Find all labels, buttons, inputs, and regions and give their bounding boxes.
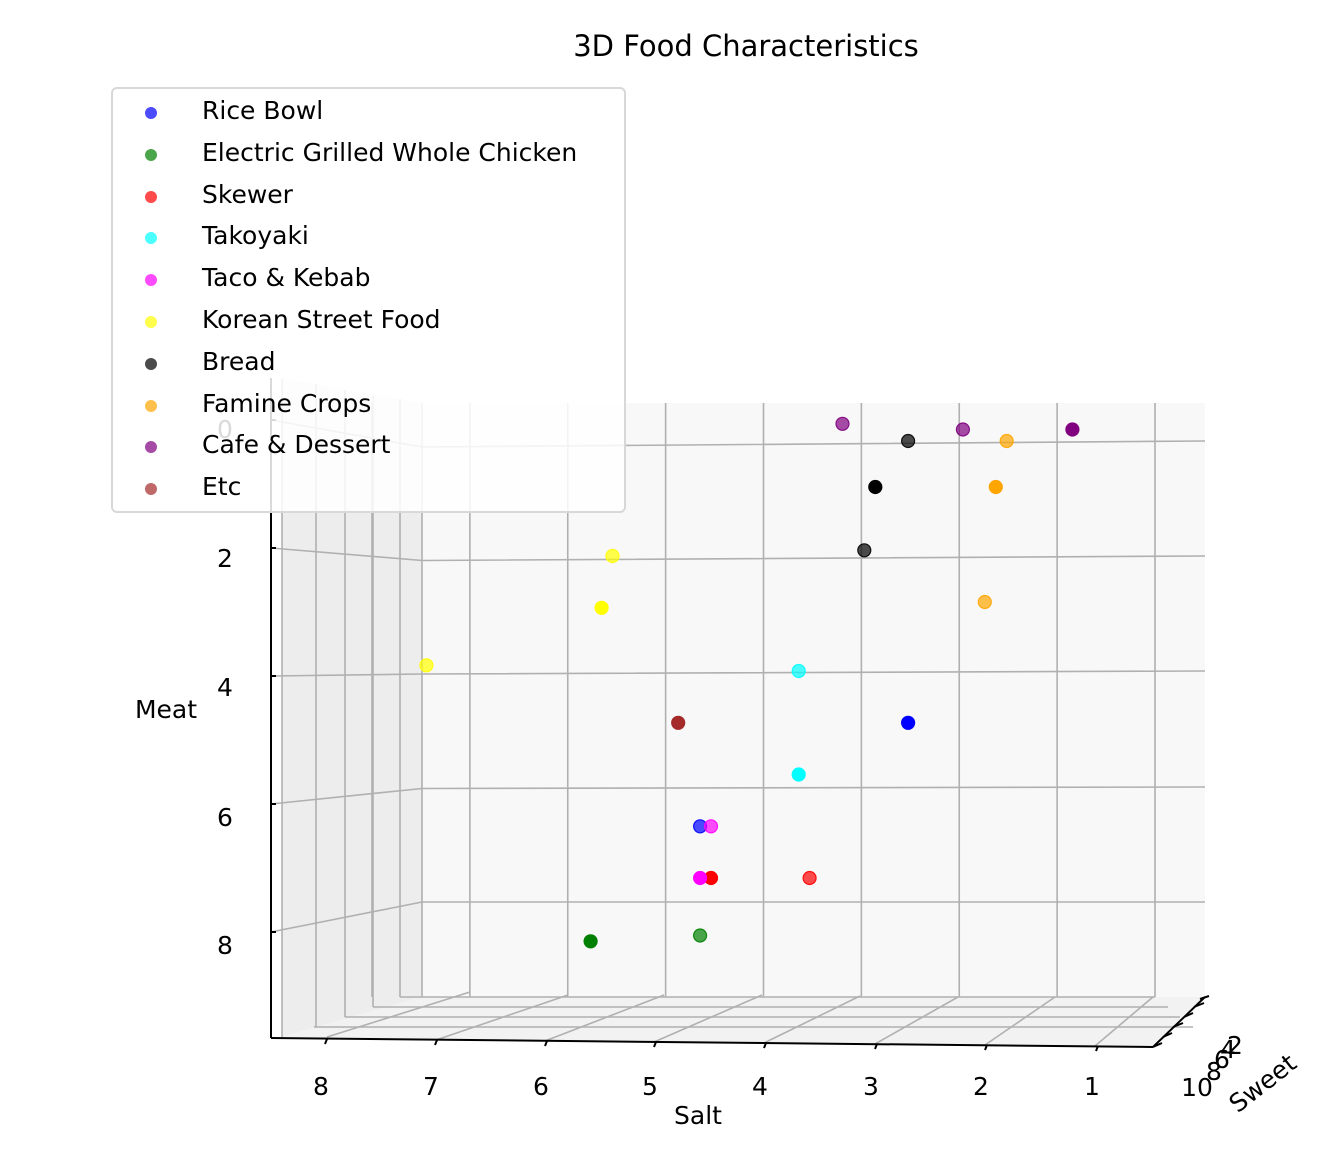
- legend: Rice Bowl Electric Grilled Whole Chicken S…: [111, 87, 626, 513]
- legend-marker: [145, 483, 157, 496]
- legend-marker: [145, 316, 157, 328]
- salt-tick-label: 7: [423, 1072, 439, 1101]
- meat-tick-label: 4: [217, 673, 233, 702]
- legend-label: Cafe & Dessert: [202, 430, 391, 460]
- sweet-tick-label: 10: [1181, 1073, 1213, 1102]
- data-point: [868, 479, 883, 495]
- sweet-tick-label: 8: [1206, 1057, 1222, 1086]
- left-pane: [282, 378, 422, 1037]
- legend-marker: [145, 399, 157, 412]
- salt-tick-label: 3: [863, 1072, 879, 1101]
- z-axis-label: Meat: [135, 695, 197, 724]
- legend-marker: [145, 441, 157, 454]
- salt-tick-label: 5: [642, 1072, 658, 1101]
- legend-label: Electric Grilled Whole Chicken: [202, 137, 578, 167]
- x-axis-label: Salt: [674, 1101, 722, 1130]
- grid-line: [326, 991, 471, 1038]
- sweet-tick-mark: [1193, 1002, 1205, 1008]
- salt-axis-line: [270, 1037, 1154, 1048]
- legend-marker: [145, 148, 157, 161]
- data-point: [605, 548, 620, 564]
- sweet-tick-mark: [1162, 1032, 1173, 1038]
- salt-tick-mark: [434, 1039, 438, 1046]
- data-point: [999, 433, 1014, 449]
- legend-label: Skewer: [202, 179, 293, 209]
- data-point: [835, 416, 850, 431]
- salt-tick-mark: [874, 1043, 878, 1050]
- legend-label: Rice Bowl: [202, 96, 324, 125]
- sweet-tick-label: 6: [1214, 1045, 1230, 1074]
- legend-label: Bread: [202, 346, 276, 376]
- grid-line: [653, 994, 763, 1043]
- data-point: [900, 433, 916, 449]
- data-point: [791, 767, 806, 782]
- data-point: [594, 600, 609, 615]
- legend-marker: [145, 357, 157, 370]
- salt-tick-mark: [653, 1041, 657, 1048]
- data-point: [583, 934, 598, 949]
- data-point: [802, 870, 817, 886]
- salt-tick-label: 2: [973, 1072, 989, 1101]
- sweet-tick-label: 4: [1220, 1035, 1236, 1064]
- data-point: [1065, 422, 1080, 437]
- salt-tick-mark: [984, 1044, 988, 1051]
- sweet-tick-mark: [1172, 1022, 1184, 1028]
- legend-marker: [145, 232, 157, 245]
- data-point: [671, 715, 686, 730]
- sweet-tick-mark: [1183, 1012, 1194, 1018]
- data-point: [692, 928, 708, 943]
- salt-tick-label: 1: [1084, 1072, 1100, 1101]
- grid-line: [874, 996, 959, 1045]
- data-point: [857, 543, 872, 558]
- data-point: [419, 658, 434, 673]
- data-point: [988, 479, 1003, 495]
- grid-line: [763, 995, 861, 1044]
- salt-tick-label: 4: [752, 1072, 768, 1101]
- meat-tick-label: 6: [217, 803, 233, 832]
- legend-label: Taco & Kebab: [202, 263, 371, 293]
- data-point: [900, 715, 916, 730]
- meat-tick-label: 2: [217, 544, 233, 573]
- sweet-tick-mark: [1152, 1042, 1163, 1048]
- sweet-tick-label: 2: [1227, 1031, 1243, 1060]
- data-point: [692, 870, 708, 886]
- data-point: [977, 594, 992, 610]
- legend-marker: [145, 107, 157, 119]
- legend-marker: [145, 190, 157, 203]
- data-points: [419, 416, 1080, 949]
- grid-line: [1094, 996, 1154, 1047]
- salt-tick-mark: [763, 1042, 767, 1049]
- chart-title: 3D Food Characteristics: [573, 29, 919, 63]
- salt-tick-mark: [1095, 1045, 1099, 1052]
- grid-line: [544, 994, 665, 1042]
- legend-label: Takoyaki: [202, 221, 309, 251]
- legend-marker: [145, 274, 157, 287]
- floor-pane: [282, 997, 1205, 1047]
- salt-tick-label: 8: [313, 1072, 329, 1101]
- legend-label: Famine Crops: [202, 388, 372, 418]
- sweet-tick-mark: [1199, 995, 1210, 1000]
- salt-tick-mark: [544, 1040, 548, 1047]
- data-point: [703, 819, 719, 834]
- legend-label: Korean Street Food: [202, 305, 441, 334]
- salt-axis-ticks: 8 7 6 5 4 3 2 1: [313, 1038, 1100, 1101]
- salt-tick-label: 6: [533, 1072, 549, 1101]
- gridlines: [270, 378, 1206, 1047]
- data-point: [791, 663, 806, 679]
- data-point: [955, 422, 971, 437]
- legend-label: Etc: [202, 472, 242, 502]
- grid-line: [984, 996, 1056, 1046]
- salt-tick-mark: [324, 1038, 328, 1045]
- meat-tick-label: 8: [217, 931, 233, 960]
